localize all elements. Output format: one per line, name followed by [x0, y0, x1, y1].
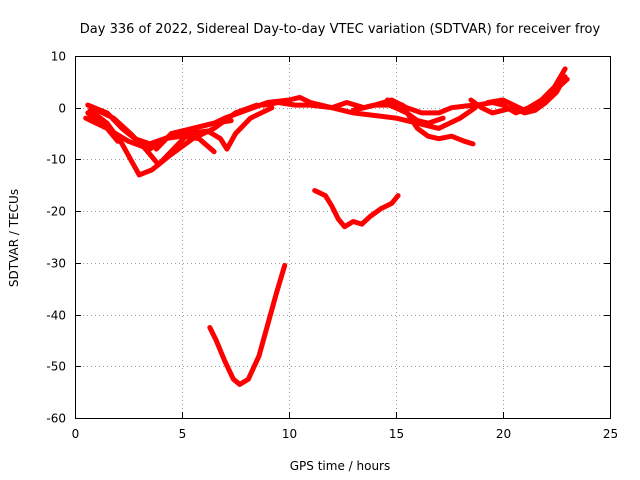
x-tick-label: 5 [179, 427, 187, 441]
y-tick-label: -10 [46, 153, 66, 167]
y-tick-label: 10 [51, 50, 66, 64]
x-tick-label: 10 [282, 427, 297, 441]
series-track-9 [384, 97, 476, 147]
series-track-12 [485, 76, 570, 113]
x-tick-label: 15 [389, 427, 404, 441]
y-tick-label: -20 [46, 205, 66, 219]
series-track-14 [207, 262, 288, 387]
y-tick-label: -30 [46, 257, 66, 271]
series-track-3 [89, 105, 275, 168]
y-tick-label: -40 [46, 309, 66, 323]
y-tick-label: 0 [58, 102, 66, 116]
ticks [75, 56, 611, 419]
x-tick-label: 20 [496, 427, 511, 441]
series-track-13 [312, 188, 401, 230]
y-tick-label: -60 [46, 412, 66, 426]
y-tick-labels: 10 0 -10 -20 -30 -40 -50 -60 [46, 50, 66, 426]
y-axis-title: SDTVAR / TECUs [7, 189, 21, 287]
series-layer [83, 66, 570, 387]
chart-title: Day 336 of 2022, Sidereal Day-to-day VTE… [80, 22, 601, 37]
y-tick-label: -50 [46, 360, 66, 374]
plot-frame [75, 56, 611, 419]
x-tick-label: 0 [72, 427, 80, 441]
series-track-6 [153, 94, 478, 152]
x-tick-labels: 0 5 10 15 20 25 [72, 427, 618, 441]
series-track-5 [83, 115, 121, 144]
x-tick-label: 25 [603, 427, 618, 441]
series-track-8 [350, 97, 476, 116]
x-axis-title: GPS time / hours [290, 459, 391, 473]
